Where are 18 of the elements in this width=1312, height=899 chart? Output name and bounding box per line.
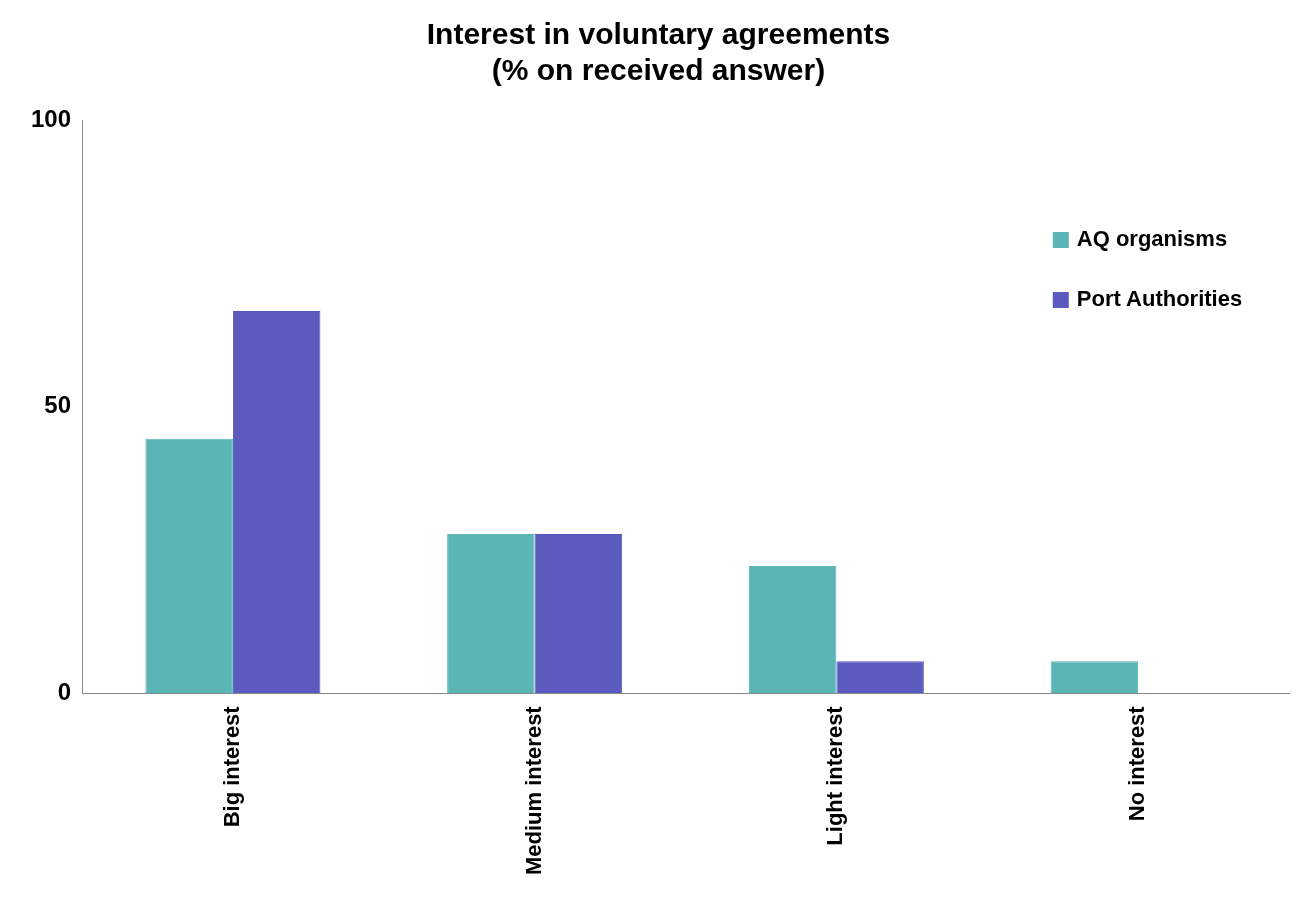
bar: [145, 438, 233, 694]
text: (% on received answer): [491, 53, 826, 87]
bar: [447, 533, 535, 694]
bar: [534, 533, 623, 694]
bar: [1050, 661, 1139, 694]
x-tick-label: No interest: [1124, 705, 1150, 822]
y-tick-label: 100: [31, 104, 72, 132]
text: Interest in voluntary agreements: [426, 17, 891, 51]
bar: [748, 566, 837, 694]
x-tick-label: Light interest: [822, 705, 848, 846]
y-tick-label: 50: [44, 391, 72, 419]
bar: [232, 310, 321, 694]
legend-label: Port Authorities: [1076, 286, 1243, 312]
x-tick-label: Medium interest: [520, 705, 546, 876]
y-tick-label: 0: [57, 677, 72, 705]
x-tick-label: Big interest: [218, 705, 244, 828]
bar: [836, 661, 924, 694]
legend-label: AQ organisms: [1076, 226, 1228, 252]
